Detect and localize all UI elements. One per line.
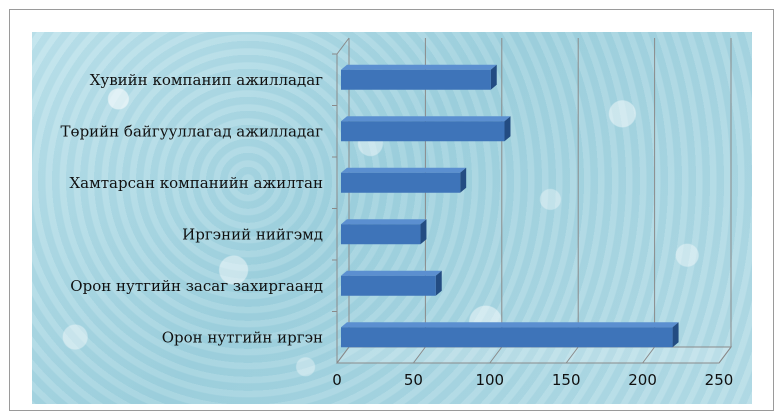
bar-side-face <box>490 64 497 90</box>
bar-side-face <box>672 322 679 348</box>
category-label: Төрийн байгууллагад ажилладаг <box>61 122 324 140</box>
bar <box>341 172 461 193</box>
bar-top-face <box>341 322 679 328</box>
bar-side-face <box>504 116 511 142</box>
floor-gridline <box>489 346 503 364</box>
category-label: Орон нутгийн засаг захиргаанд <box>70 277 323 295</box>
bar-top-face <box>341 167 467 173</box>
x-tick-label: 150 <box>552 371 581 389</box>
floor-gridline <box>718 346 732 364</box>
bar <box>341 224 421 245</box>
category-label: Орон нутгийн иргэн <box>162 328 323 346</box>
bar <box>341 121 505 142</box>
floor-gridline <box>642 346 655 364</box>
category-label: Иргэний нийгэмд <box>182 225 323 243</box>
x-tick-label: 250 <box>705 371 734 389</box>
x-tick-label: 200 <box>628 371 657 389</box>
x-tick-label: 0 <box>332 371 342 389</box>
category-label: Хувийн компанип ажилладаг <box>90 71 323 89</box>
bar-side-face <box>420 219 427 245</box>
chart-floor <box>336 346 732 364</box>
floor-gridline <box>412 346 426 364</box>
x-tick-label: 50 <box>404 371 423 389</box>
axis-depth-edge <box>336 37 350 55</box>
bar-chart: 0 50 100 150 200 250 Хувийн компанип ажилладаг… <box>61 37 734 389</box>
x-tick-label: 100 <box>475 371 504 389</box>
bar-top-face <box>341 116 511 122</box>
bar-side-face <box>460 167 467 193</box>
category-label: Хамтарсан компанийн ажилтан <box>69 174 323 192</box>
bar-top-face <box>341 64 497 70</box>
bar <box>341 327 673 348</box>
floor-gridline <box>565 346 579 364</box>
bar <box>341 69 491 90</box>
bar-top-face <box>341 219 427 225</box>
chart-frame: 0 50 100 150 200 250 Хувийн компанип ажилладаг… <box>9 9 774 411</box>
bar <box>341 275 436 296</box>
floor-gridline <box>336 346 350 364</box>
bar-top-face <box>341 270 442 276</box>
bar-side-face <box>435 270 442 296</box>
